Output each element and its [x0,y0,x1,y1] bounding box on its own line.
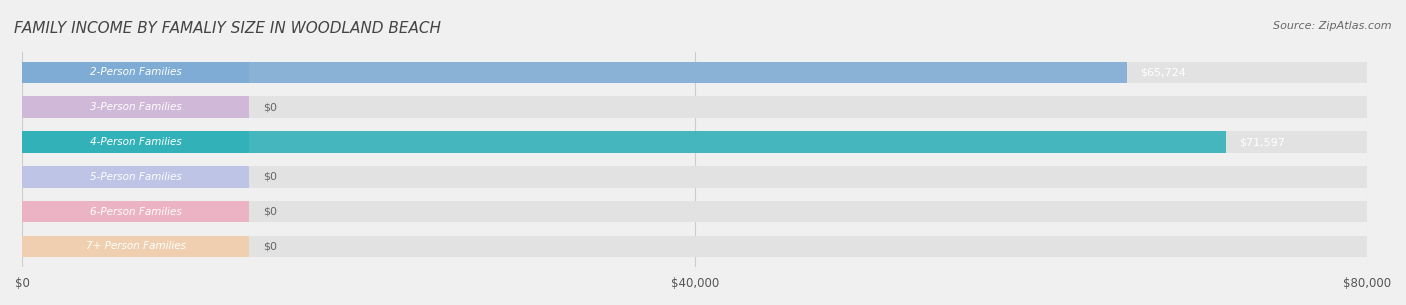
Text: 6-Person Families: 6-Person Families [90,206,181,217]
Text: $0: $0 [263,102,277,112]
Text: 3-Person Families: 3-Person Families [90,102,181,112]
Text: 2-Person Families: 2-Person Families [90,67,181,77]
Bar [22,62,249,83]
Bar [22,201,249,222]
Bar [22,131,1226,153]
Bar [22,236,249,257]
Text: $0: $0 [263,241,277,251]
Bar [22,96,249,118]
Text: $0: $0 [263,206,277,217]
Bar [22,62,1367,83]
Bar [22,166,1367,188]
Text: FAMILY INCOME BY FAMALIY SIZE IN WOODLAND BEACH: FAMILY INCOME BY FAMALIY SIZE IN WOODLAN… [14,21,441,36]
Bar [22,96,1367,118]
Bar [22,131,249,153]
Bar [22,236,1367,257]
Text: 5-Person Families: 5-Person Families [90,172,181,182]
Text: 4-Person Families: 4-Person Families [90,137,181,147]
Text: $71,597: $71,597 [1239,137,1285,147]
Bar [22,166,249,188]
Bar [22,62,1128,83]
Bar [22,201,1367,222]
Bar [22,131,1367,153]
Text: Source: ZipAtlas.com: Source: ZipAtlas.com [1274,21,1392,31]
Text: $65,724: $65,724 [1140,67,1187,77]
Text: 7+ Person Families: 7+ Person Families [86,241,186,251]
Text: $0: $0 [263,172,277,182]
